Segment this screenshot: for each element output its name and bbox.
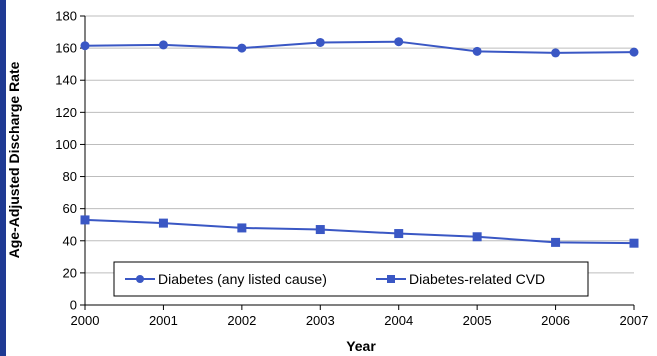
point-diabetes-related-cvd-2001 [158, 218, 168, 228]
x-tick-label-2002: 2002 [227, 313, 256, 328]
point-diabetes-related-cvd-2002 [237, 223, 247, 233]
point-diabetes-related-cvd-2000 [80, 215, 90, 225]
point-diabetes-related-cvd-2004 [394, 229, 404, 239]
y-tick-label-140: 140 [55, 73, 77, 88]
point-diabetes-any-listed-cause-2007 [629, 47, 639, 57]
point-diabetes-related-cvd-2003 [315, 225, 325, 235]
legend-label-diabetes-any: Diabetes (any listed cause) [158, 271, 327, 287]
point-diabetes-related-cvd-2007 [629, 238, 639, 248]
point-diabetes-any-listed-cause-2005 [472, 46, 482, 56]
point-diabetes-any-listed-cause-2003 [315, 37, 325, 47]
point-diabetes-any-listed-cause-2001 [158, 40, 168, 50]
series-diabetes-related-cvd [80, 215, 639, 248]
x-tick-label-2001: 2001 [149, 313, 178, 328]
x-tick-label-2007: 2007 [620, 313, 649, 328]
y-tick-label-40: 40 [63, 233, 77, 248]
y-tick-label-80: 80 [63, 169, 77, 184]
point-diabetes-any-listed-cause-2006 [551, 48, 561, 58]
x-tick-label-2006: 2006 [541, 313, 570, 328]
series-diabetes-any-listed-cause [80, 37, 639, 58]
legend-box [113, 261, 589, 297]
legend-item-diabetes-cvd: Diabetes-related CVD [376, 271, 545, 287]
series-group [80, 37, 639, 248]
legend-marker-square [387, 275, 395, 283]
series-line-diabetes-any-listed-cause [84, 40, 635, 54]
y-tick-label-160: 160 [55, 41, 77, 56]
point-diabetes-any-listed-cause-2000 [80, 41, 90, 51]
y-tick-label-60: 60 [63, 201, 77, 216]
x-tick-label-2003: 2003 [306, 313, 335, 328]
legend: Diabetes (any listed cause) Diabetes-rel… [113, 261, 589, 297]
x-axis-ticks: 2000 2001 2002 2003 2004 2005 2006 2007 [71, 305, 649, 328]
y-tick-label-180: 180 [55, 9, 77, 24]
y-axis-title: Age-Adjusted Discharge Rate [6, 61, 22, 258]
point-diabetes-related-cvd-2006 [551, 237, 561, 247]
series-line-diabetes-related-cvd [84, 218, 635, 245]
x-tick-label-2004: 2004 [384, 313, 413, 328]
x-axis-title: Year [346, 338, 376, 354]
x-tick-label-2000: 2000 [71, 313, 100, 328]
point-diabetes-related-cvd-2005 [472, 232, 482, 242]
point-diabetes-any-listed-cause-2004 [394, 37, 404, 47]
y-tick-label-20: 20 [63, 265, 77, 280]
legend-marker-circle [136, 275, 144, 283]
y-tick-label-0: 0 [70, 298, 77, 313]
legend-label-diabetes-cvd: Diabetes-related CVD [409, 271, 545, 287]
y-tick-label-100: 100 [55, 137, 77, 152]
x-tick-label-2005: 2005 [463, 313, 492, 328]
y-tick-label-120: 120 [55, 105, 77, 120]
y-axis-ticks: 0 20 40 60 80 100 120 140 160 180 [55, 9, 85, 313]
legend-item-diabetes-any: Diabetes (any listed cause) [125, 271, 327, 287]
point-diabetes-any-listed-cause-2002 [237, 43, 247, 53]
